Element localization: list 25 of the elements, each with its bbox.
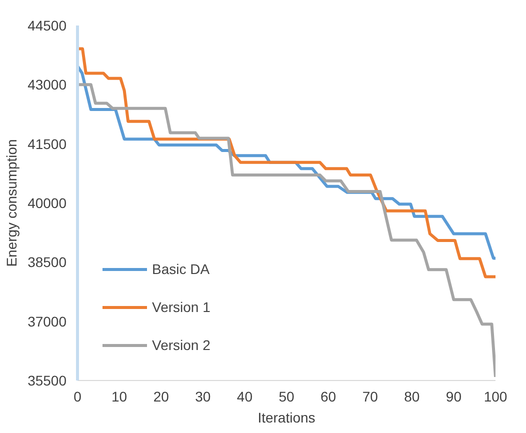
line-series: [78, 47, 496, 278]
legend-label: Version 1: [152, 299, 210, 315]
x-tick-label: 30: [195, 388, 211, 404]
x-tick-label: 60: [320, 388, 336, 404]
legend-label: Version 2: [152, 337, 210, 353]
x-tick-label: 100: [484, 388, 508, 404]
x-tick-label: 80: [404, 388, 420, 404]
y-axis-title: Energy consumption: [4, 139, 20, 267]
x-tick-label: 90: [446, 388, 462, 404]
y-tick-label: 38500: [28, 254, 67, 270]
x-axis-title: Iterations: [258, 410, 316, 426]
x-tick-label: 40: [236, 388, 253, 404]
y-tick-label: 41500: [28, 136, 67, 152]
x-tick-label: 10: [112, 388, 128, 404]
x-tick-label: 20: [153, 388, 170, 404]
y-tick-label: 35500: [28, 372, 67, 388]
legend-label: Basic DA: [152, 261, 210, 277]
y-tick-label: 43000: [28, 76, 67, 93]
x-tick-label: 70: [362, 388, 378, 404]
line-series: [78, 83, 496, 378]
y-tick-label: 37000: [28, 313, 67, 330]
y-tick-label: 44500: [28, 18, 67, 34]
y-tick-label: 40000: [28, 195, 67, 211]
x-tick-label: 50: [278, 388, 294, 404]
x-tick-label: 0: [74, 388, 82, 404]
